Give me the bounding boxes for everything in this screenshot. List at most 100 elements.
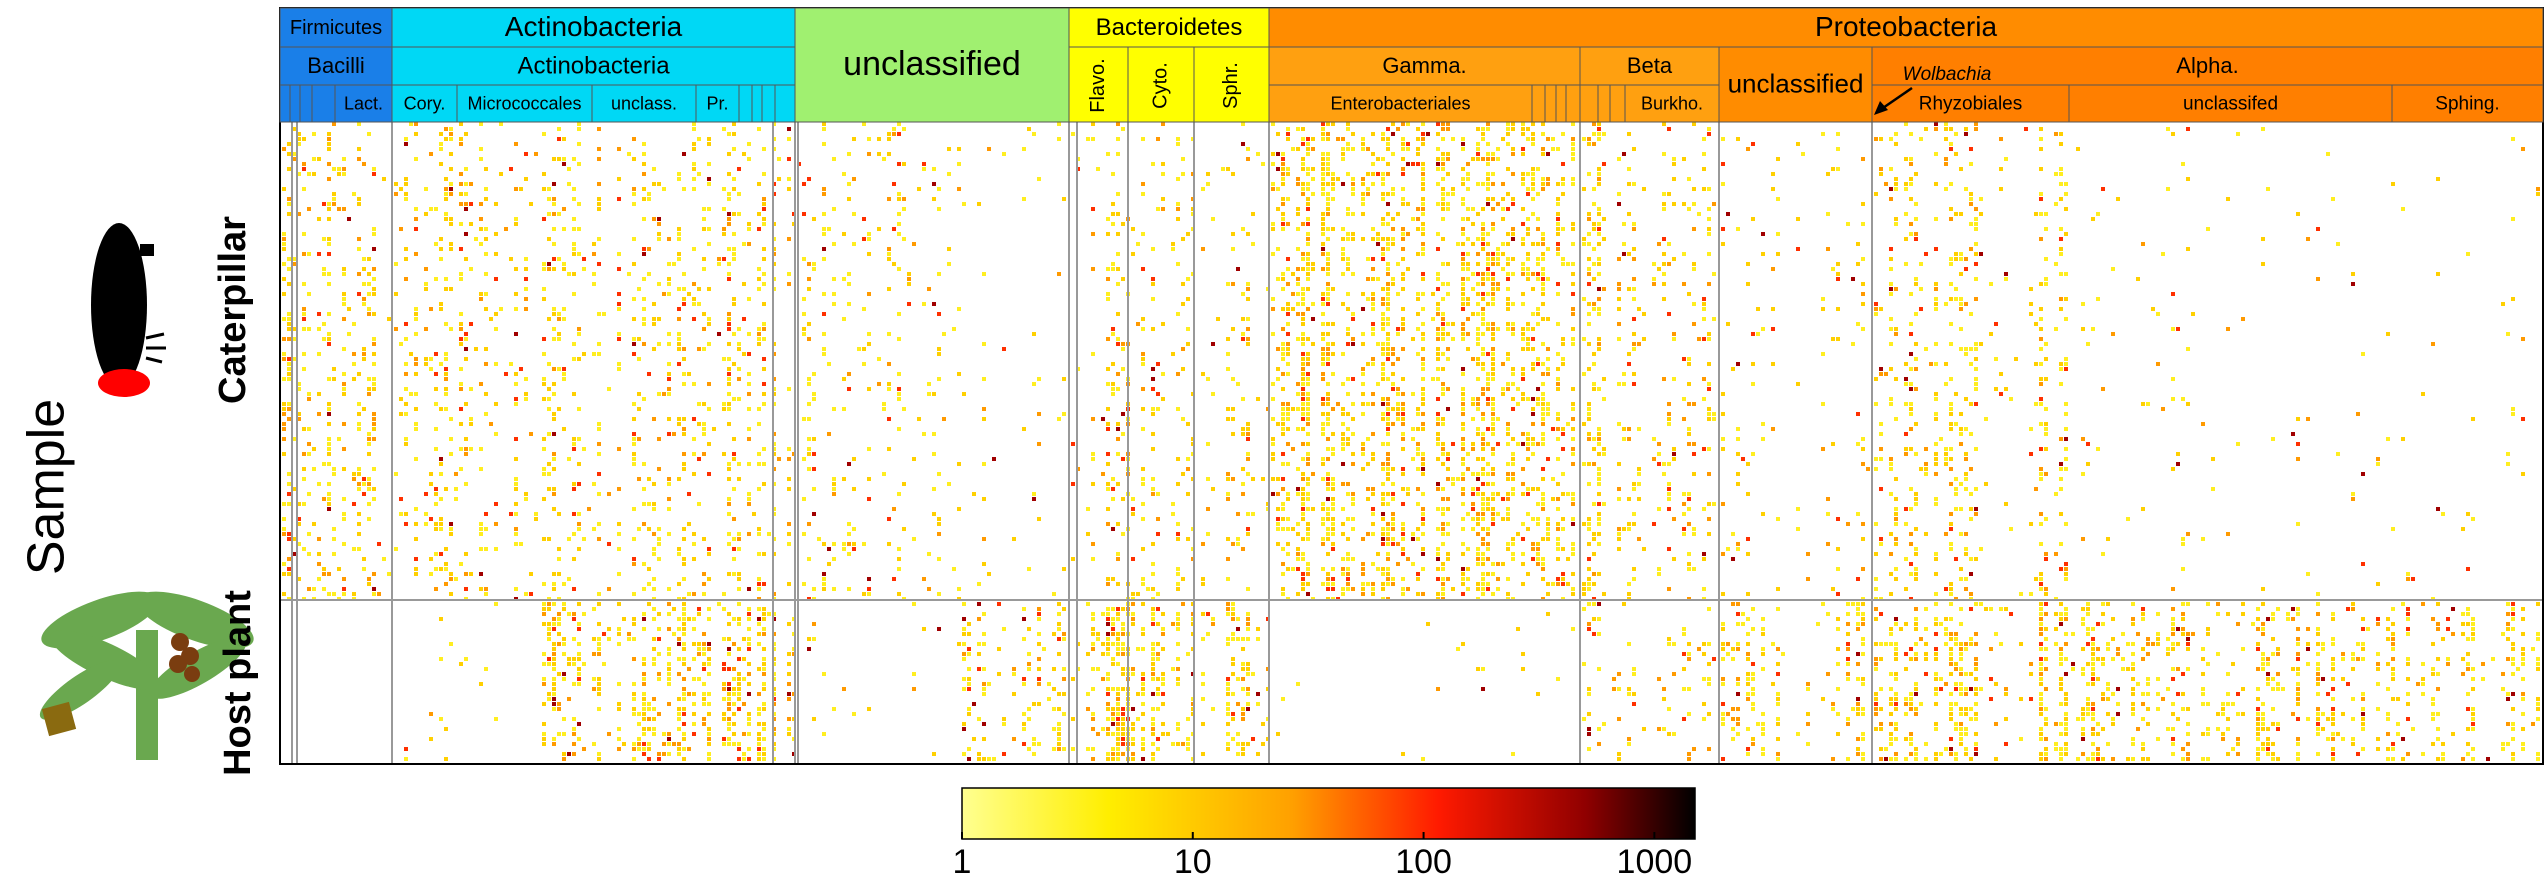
heatmap-cell	[1401, 257, 1405, 261]
heatmap-cell	[1571, 147, 1575, 151]
heatmap-cell	[722, 737, 726, 741]
heatmap-cell	[642, 682, 646, 686]
heatmap-cell	[1481, 457, 1485, 461]
heatmap-cell	[1251, 477, 1255, 481]
heatmap-cell	[1341, 447, 1345, 451]
heatmap-cell	[367, 132, 371, 136]
heatmap-cell	[1206, 442, 1210, 446]
heatmap-cell	[1361, 582, 1365, 586]
heatmap-cell	[282, 337, 286, 341]
heatmap-cell	[1491, 227, 1495, 231]
heatmap-cell	[1341, 252, 1345, 256]
heatmap-cell	[1181, 472, 1185, 476]
heatmap-cell	[677, 177, 681, 181]
heatmap-cell	[1171, 242, 1175, 246]
heatmap-cell	[572, 662, 576, 666]
heatmap-cell	[1206, 172, 1210, 176]
heatmap-cell	[727, 682, 731, 686]
heatmap-cell	[1617, 297, 1621, 301]
heatmap-cell	[847, 587, 851, 591]
heatmap-cell	[702, 257, 706, 261]
heatmap-cell	[1151, 377, 1155, 381]
heatmap-cell	[727, 737, 731, 741]
heatmap-cell	[887, 287, 891, 291]
heatmap-cell	[287, 267, 291, 271]
heatmap-cell	[1461, 327, 1465, 331]
heatmap-cell	[1341, 592, 1345, 596]
heatmap-cell	[1301, 367, 1305, 371]
heatmap-cell	[1116, 687, 1120, 691]
heatmap-cell	[1511, 172, 1515, 176]
heatmap-cell	[1386, 142, 1390, 146]
heatmap-cell	[1436, 397, 1440, 401]
heatmap-cell	[1062, 607, 1066, 611]
heatmap-cell	[887, 542, 891, 546]
heatmap-cell	[372, 337, 376, 341]
heatmap-cell	[1391, 467, 1395, 471]
heatmap-cell	[1531, 167, 1535, 171]
heatmap-cell	[1371, 587, 1375, 591]
heatmap-cell	[372, 437, 376, 441]
heatmap-cell	[1101, 677, 1105, 681]
heatmap-cell	[1231, 712, 1235, 716]
heatmap-cell	[1401, 502, 1405, 506]
heatmap-cell	[1536, 217, 1540, 221]
heatmap-cell	[1531, 397, 1535, 401]
heatmap-cell	[982, 562, 986, 566]
heatmap-cell	[677, 717, 681, 721]
heatmap-cell	[1511, 397, 1515, 401]
heatmap-cell	[697, 607, 701, 611]
heatmap-cell	[327, 442, 331, 446]
heatmap-cell	[1381, 587, 1385, 591]
heatmap-cell	[932, 392, 936, 396]
heatmap-cell	[342, 382, 346, 386]
heatmap-cell	[1516, 402, 1520, 406]
heatmap-cell	[1371, 322, 1375, 326]
heatmap-cell	[707, 322, 711, 326]
heatmap-cell	[302, 137, 306, 141]
heatmap-cell	[1386, 452, 1390, 456]
heatmap-cell	[302, 232, 306, 236]
heatmap-cell	[1632, 287, 1636, 291]
heatmap-cell	[1311, 147, 1315, 151]
heatmap-cell	[1326, 322, 1330, 326]
heatmap-cell	[372, 247, 376, 251]
heatmap-cell	[1421, 427, 1425, 431]
heatmap-cell	[1401, 197, 1405, 201]
heatmap-cell	[577, 162, 581, 166]
heatmap-cell	[1361, 182, 1365, 186]
heatmap-cell	[1241, 227, 1245, 231]
heatmap-cell	[1486, 547, 1490, 551]
heatmap-cell	[642, 662, 646, 666]
heatmap-cell	[562, 317, 566, 321]
heatmap-cell	[1391, 537, 1395, 541]
heatmap-cell	[642, 752, 646, 756]
heatmap-cell	[1582, 592, 1586, 596]
heatmap-cell	[504, 227, 508, 231]
heatmap-cell	[1341, 442, 1345, 446]
heatmap-cell	[1416, 572, 1420, 576]
heatmap-cell	[1541, 132, 1545, 136]
heatmap-cell	[727, 367, 731, 371]
heatmap-cell	[1351, 452, 1355, 456]
heatmap-cell	[1531, 137, 1535, 141]
heatmap-cell	[327, 207, 331, 211]
heatmap-cell	[1156, 657, 1160, 661]
heatmap-cell	[1491, 157, 1495, 161]
heatmap-cell	[707, 407, 711, 411]
heatmap-cell	[682, 562, 686, 566]
heatmap-cell	[367, 582, 371, 586]
heatmap-cell	[317, 352, 321, 356]
heatmap-cell	[1541, 302, 1545, 306]
heatmap-cell	[519, 367, 523, 371]
heatmap-cell	[1461, 392, 1465, 396]
heatmap-cell	[1386, 412, 1390, 416]
heatmap-cell	[902, 482, 906, 486]
heatmap-cell	[1161, 207, 1165, 211]
heatmap-cell	[1597, 177, 1601, 181]
heatmap-cell	[1652, 282, 1656, 286]
heatmap-cell	[1131, 557, 1135, 561]
heatmap-cell	[1416, 297, 1420, 301]
heatmap-cell	[524, 297, 528, 301]
heatmap-cell	[1326, 162, 1330, 166]
